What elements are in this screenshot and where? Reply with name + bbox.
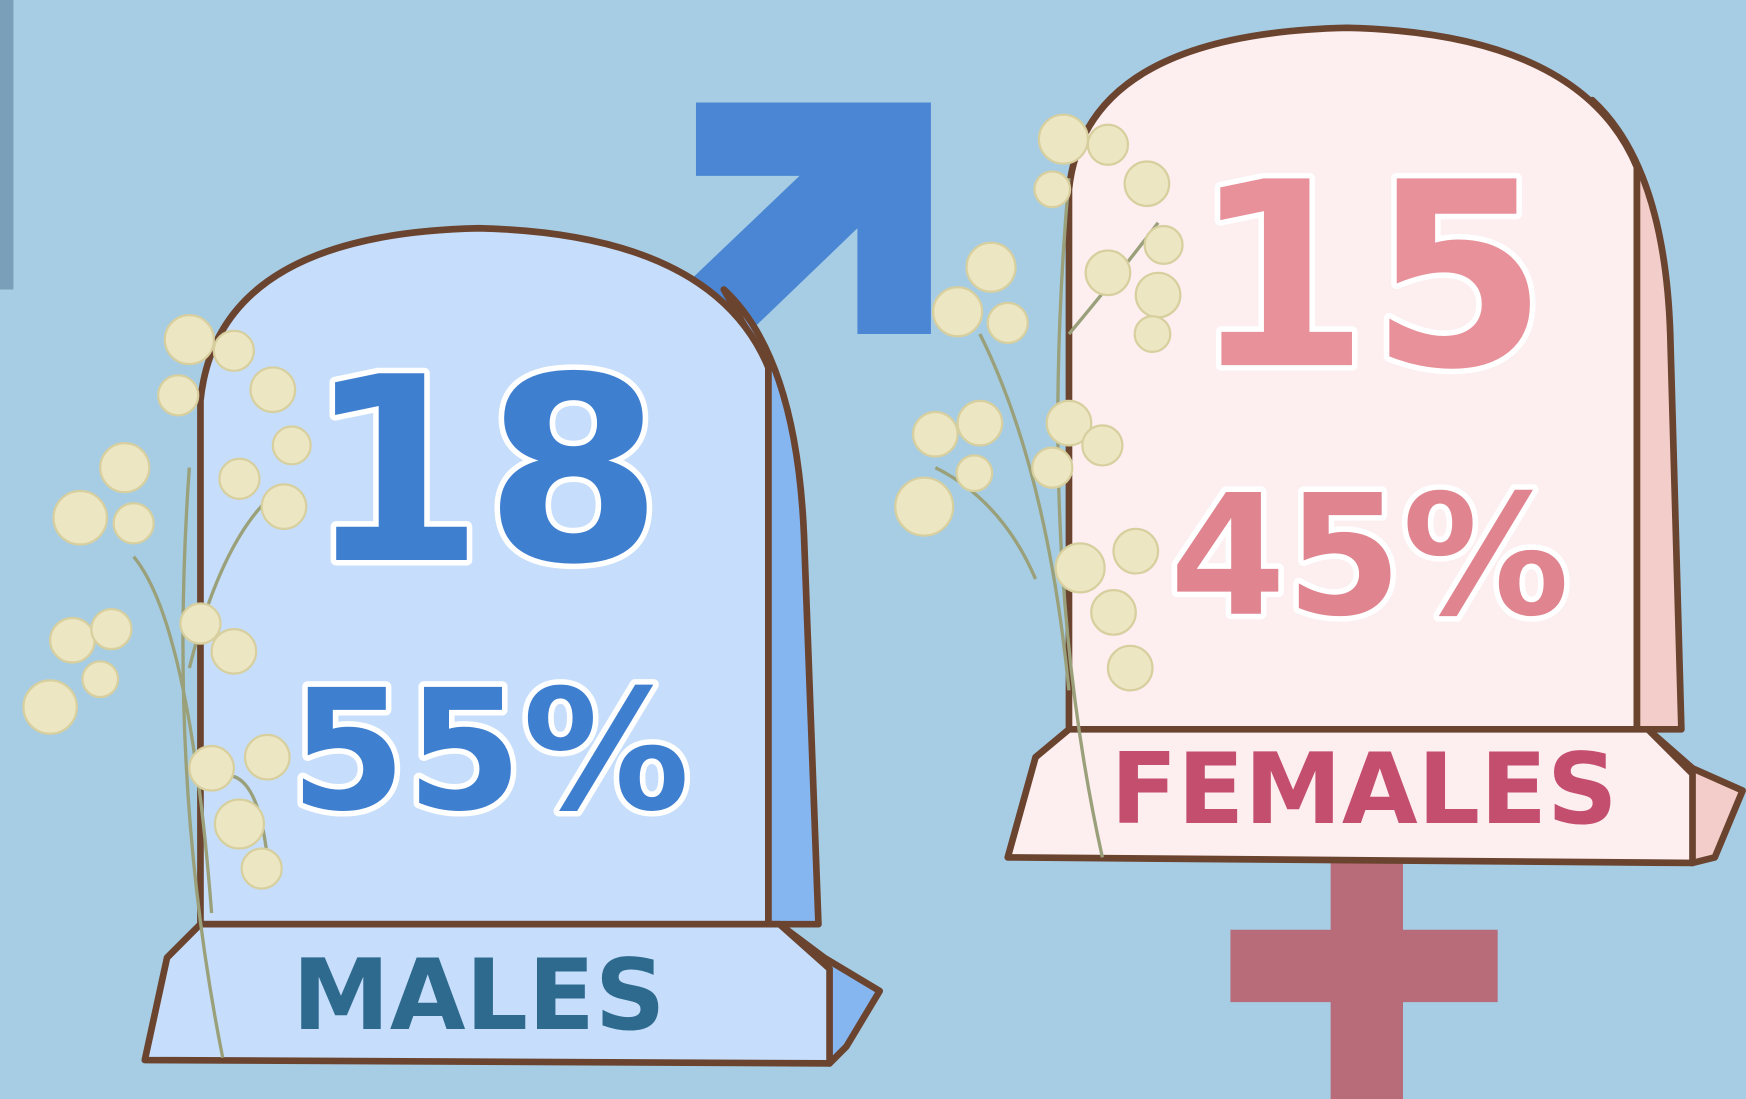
edge-strip [0, 0, 13, 290]
female-percent: 45% [1170, 460, 1570, 654]
male-label: MALES [292, 939, 665, 1053]
male-count: 18 [306, 323, 662, 621]
female-label: FEMALES [1111, 733, 1618, 847]
male-percent: 55% [290, 655, 690, 849]
female-count: 15 [1191, 128, 1547, 426]
infographic: 18 55% MALES 15 45% FEMALES [0, 0, 1746, 1099]
page: {"males": {"count": "18", "percent": "55… [0, 0, 1746, 1099]
